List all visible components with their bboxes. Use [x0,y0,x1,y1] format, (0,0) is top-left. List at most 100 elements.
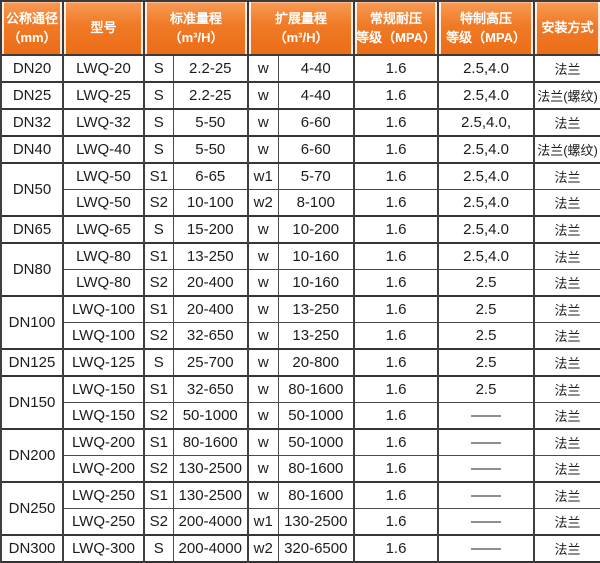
standard-grade-cell: S [143,348,174,377]
header-label: 特制高压 [460,10,513,26]
installation-cell: 法兰(螺纹) [533,81,600,110]
standard-grade-cell: S2 [143,455,174,483]
extended-range-cell: 50-1000 [277,428,356,456]
standard-range-cell: 5-50 [172,108,250,137]
standard-grade-cell: S1 [143,162,174,190]
table-row: DN80 LWQ-80 S1 13-250 w 10-160 1.6 2.5,4.0 法兰 [0,242,600,297]
standard-range-cell: 32-650 [172,375,250,403]
pressure-regular-cell: 1.6 [353,54,440,83]
pressure-regular-cell: 1.6 [353,455,440,483]
extended-range-cell: 10-160 [277,269,356,297]
extended-range-cell: 13-250 [277,295,356,323]
standard-range-cell: 25-700 [172,348,250,377]
pressure-regular-cell: 1.6 [353,189,440,217]
pressure-regular-cell: 1.6 [353,215,440,244]
standard-grade-cell: S1 [143,242,174,270]
pressure-special-cell: 2.5,4.0 [437,215,536,244]
table-row: DN65 LWQ-65 S 15-200 w 10-200 1.6 2.5,4.0 法兰 [0,215,600,244]
diameter-cell: DN65 [0,215,64,244]
model-cell: LWQ-200 [62,428,145,456]
standard-range-cell: 2.2-25 [172,81,250,110]
standard-grade-cell: S2 [143,508,174,536]
pressure-regular-cell: 1.6 [353,348,440,377]
extended-grade-cell: w [247,375,279,403]
standard-grade-cell: S1 [143,375,174,403]
extended-range-cell: 50-1000 [277,402,356,430]
extended-grade-cell: w2 [247,189,279,217]
header-row: 公称通径 （mm） 型号 标准量程 （m³/H） 扩展量程 （m³/H） 常规耐… [0,0,600,56]
extended-grade-cell: w [247,242,279,270]
header-label: 常规耐压 [370,10,423,26]
diameter-cell: DN250 [0,481,64,536]
table-body: DN20 LWQ-20 S 2.2-25 w 4-40 1.6 2.5,4.0 法兰 DN25 LW… [0,54,600,563]
installation-cell: 法兰 [533,534,600,563]
model-cell: LWQ-100 [62,322,145,350]
table-row: DN200 LWQ-200 S1 80-1600 w 50-1000 1.6 —— 法兰 [0,428,600,483]
diameter-cell: DN25 [0,81,64,110]
standard-grade-cell: S1 [143,428,174,456]
pressure-special-cell: 2.5 [437,348,536,377]
header-label: 型号 [90,20,117,36]
standard-range-cell: 80-1600 [172,428,250,456]
diameter-cell: DN150 [0,375,64,430]
installation-cell: 法兰 [533,348,600,377]
header-label: 标准量程 [170,10,223,26]
pressure-regular-cell: 1.6 [353,269,440,297]
header-unit: （m³/H） [273,30,329,45]
standard-range-cell: 200-4000 [172,534,250,563]
installation-cell: 法兰 [533,242,600,270]
diameter-cell: DN200 [0,428,64,483]
pressure-special-cell: —— [437,402,536,430]
diameter-cell: DN32 [0,108,64,137]
extended-grade-cell: w1 [247,162,279,190]
pressure-special-cell: 2.5,4.0 [437,189,536,217]
diameter-cell: DN100 [0,295,64,350]
extended-range-cell: 6-60 [277,108,356,137]
extended-grade-cell: w [247,135,279,164]
table-row: DN300 LWQ-300 S 200-4000 w2 320-6500 1.6 —— 法兰 [0,534,600,563]
table-row: DN40 LWQ-40 S 5-50 w 6-60 1.6 2.5,4.0 法兰(螺纹) [0,135,600,164]
installation-cell: 法兰 [533,481,600,509]
standard-grade-cell: S2 [143,322,174,350]
pressure-regular-cell: 1.6 [353,81,440,110]
diameter-cell: DN80 [0,242,64,297]
model-cell: LWQ-200 [62,455,145,483]
pressure-regular-cell: 1.6 [353,242,440,270]
table-row: LWQ-250 S2 200-4000 w1 130-2500 1.6 —— 法兰 [1,508,600,536]
extended-range-cell: 8-100 [277,189,356,217]
standard-grade-cell: S [143,108,174,137]
installation-cell: 法兰 [533,508,600,536]
pressure-regular-cell: 1.6 [353,481,440,509]
extended-range-cell: 320-6500 [277,534,356,563]
model-cell: LWQ-65 [62,215,145,244]
extended-grade-cell: w [247,54,279,83]
table-row: DN125 LWQ-125 S 25-700 w 20-800 1.6 2.5 法兰 [0,348,600,377]
model-cell: LWQ-300 [62,534,145,563]
installation-cell: 法兰 [533,428,600,456]
installation-cell: 法兰 [533,322,600,350]
installation-cell: 法兰 [533,375,600,403]
pressure-regular-cell: 1.6 [353,108,440,137]
table-row: DN150 LWQ-150 S1 32-650 w 80-1600 1.6 2.5 法兰 [0,375,600,430]
pressure-regular-cell: 1.6 [353,135,440,164]
model-cell: LWQ-150 [62,375,145,403]
pressure-special-cell: —— [437,455,536,483]
table-row: DN20 LWQ-20 S 2.2-25 w 4-40 1.6 2.5,4.0 法兰 [0,54,600,83]
pressure-regular-cell: 1.6 [353,402,440,430]
model-cell: LWQ-20 [62,54,145,83]
standard-grade-cell: S2 [143,269,174,297]
extended-grade-cell: w [247,428,279,456]
extended-range-cell: 13-250 [277,322,356,350]
pressure-special-cell: 2.5,4.0 [437,242,536,270]
standard-range-cell: 6-65 [172,162,250,190]
header-installation: 安装方式 [533,0,600,56]
standard-grade-cell: S2 [143,189,174,217]
standard-range-cell: 20-400 [172,269,250,297]
standard-grade-cell: S [143,215,174,244]
pressure-regular-cell: 1.6 [353,162,440,190]
diameter-cell: DN300 [0,534,64,563]
extended-grade-cell: w [247,402,279,430]
extended-grade-cell: w [247,455,279,483]
header-unit: （m³/H） [168,30,224,45]
